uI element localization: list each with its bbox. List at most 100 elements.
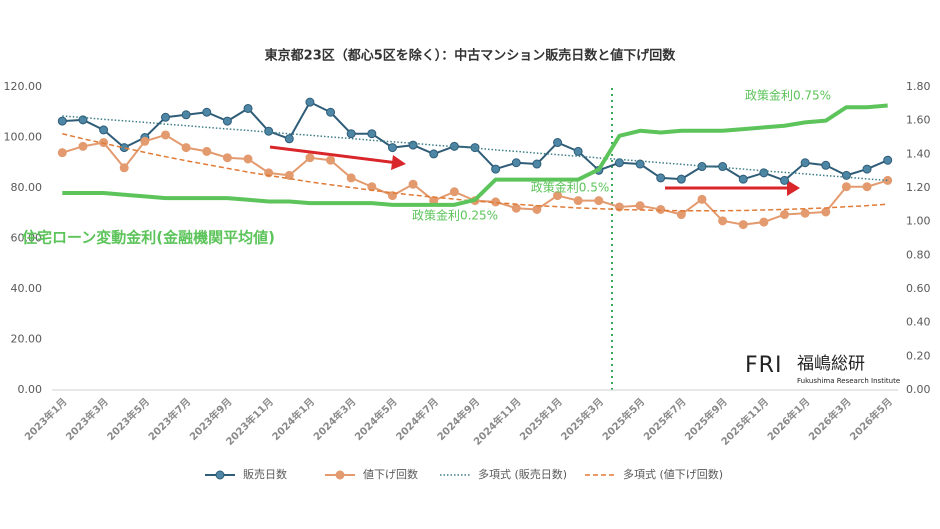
y-tick-label: 80.00 [11,181,43,194]
series-marker [573,146,583,156]
series-marker [841,182,851,192]
y-tick-label: 40.00 [11,282,43,295]
series-marker [800,158,810,168]
legend-label: 多項式 (値下げ回数) [623,467,723,481]
series-marker [408,179,418,189]
x-tick-label: 2026年1月 [764,395,812,443]
series-marker [738,174,748,184]
series-marker [181,110,191,120]
series-marker [532,204,542,214]
x-tick-label: 2024年5月 [352,395,400,443]
y-tick-label: 100.00 [4,131,43,144]
series-marker [553,138,563,148]
y2-tick-label: 1.00 [906,215,931,228]
x-tick-label: 2023年5月 [104,395,152,443]
x-tick-label: 2025年1月 [517,395,565,443]
y2-tick-label: 0.20 [906,349,931,362]
series-marker [408,140,418,150]
series-marker [511,158,521,168]
series-marker [429,149,439,159]
series-marker [862,182,872,192]
series-marker [759,168,769,178]
series-marker [553,191,563,201]
chart-title: 東京都23区（都心5区を除く）：中古マンション販売日数と値下げ回数 [265,48,677,64]
legend-label: 値下げ回数 [363,468,418,481]
y-tick-label: 20.00 [11,333,43,346]
series-marker [305,153,315,163]
series-marker [676,174,686,184]
series-marker [718,162,728,172]
series-marker [264,126,274,136]
series-marker [676,210,686,220]
series-marker [326,107,336,117]
logo-sub: Fukushima Research Institute [797,377,900,385]
series-marker [759,217,769,227]
series-marker [800,208,810,218]
y2-tick-label: 1.60 [906,114,931,127]
series-marker [57,116,67,126]
x-tick-label: 2023年7月 [145,395,193,443]
series-marker [738,220,748,230]
annotation: 政策金利0.25% [412,208,498,223]
series-marker [573,196,583,206]
series-line [62,103,888,207]
series-marker [326,155,336,165]
series-marker [862,164,872,174]
series-marker [284,134,294,144]
series-marker [449,187,459,197]
series-marker [883,175,893,185]
y-tick-label: 0.00 [18,383,43,396]
series-marker [656,204,666,214]
series-marker [222,116,232,126]
series-marker [202,146,212,156]
series-marker [160,130,170,140]
series-marker [532,159,542,169]
series-marker [367,129,377,139]
annotation: 政策金利0.75% [745,88,831,103]
y2-tick-label: 1.20 [906,181,931,194]
x-tick-label: 2025年3月 [558,395,606,443]
series-marker [387,143,397,153]
legend-label: 多項式 (販売日数) [478,467,567,481]
y-tick-label: 60.00 [11,232,43,245]
series-marker [594,196,604,206]
series-marker [222,153,232,163]
y2-tick-label: 1.80 [906,80,931,93]
series-marker [780,210,790,220]
series-marker [614,158,624,168]
series-marker [883,155,893,165]
series-marker [491,164,501,174]
series-marker [346,173,356,183]
y2-tick-label: 1.40 [906,147,931,160]
legend-marker [335,470,345,480]
y-tick-label: 120.00 [4,80,43,93]
series-marker [243,154,253,164]
series-label: 住宅ローン変動金利(金融機関平均値) [22,229,275,247]
x-tick-label: 2025年5月 [599,395,647,443]
series-marker [243,103,253,113]
y2-tick-label: 0.00 [906,383,931,396]
series-marker [780,175,790,185]
series-marker [511,203,521,213]
legend-marker [215,470,225,480]
series-marker [202,107,212,117]
series-marker [160,112,170,122]
series-marker [841,170,851,180]
series-marker [635,201,645,211]
x-tick-label: 2023年3月 [63,395,111,443]
arrows [269,145,800,196]
series-marker [346,129,356,139]
logo-mark: FRI [745,353,782,378]
series-marker [635,159,645,169]
series-marker [821,207,831,217]
x-tick-label: 2023年1月 [22,395,70,443]
logo: FRI 福嶋総研 Fukushima Research Institute [745,353,900,385]
series-marker [119,163,129,173]
x-tick-label: 2024年1月 [269,395,317,443]
x-tick-label: 2024年3月 [310,395,358,443]
logo-name: 福嶋総研 [797,354,865,374]
y2-tick-label: 0.60 [906,282,931,295]
series-marker [305,97,315,107]
x-tick-label: 2026年3月 [806,395,854,443]
legend-label: 販売日数 [243,468,287,481]
